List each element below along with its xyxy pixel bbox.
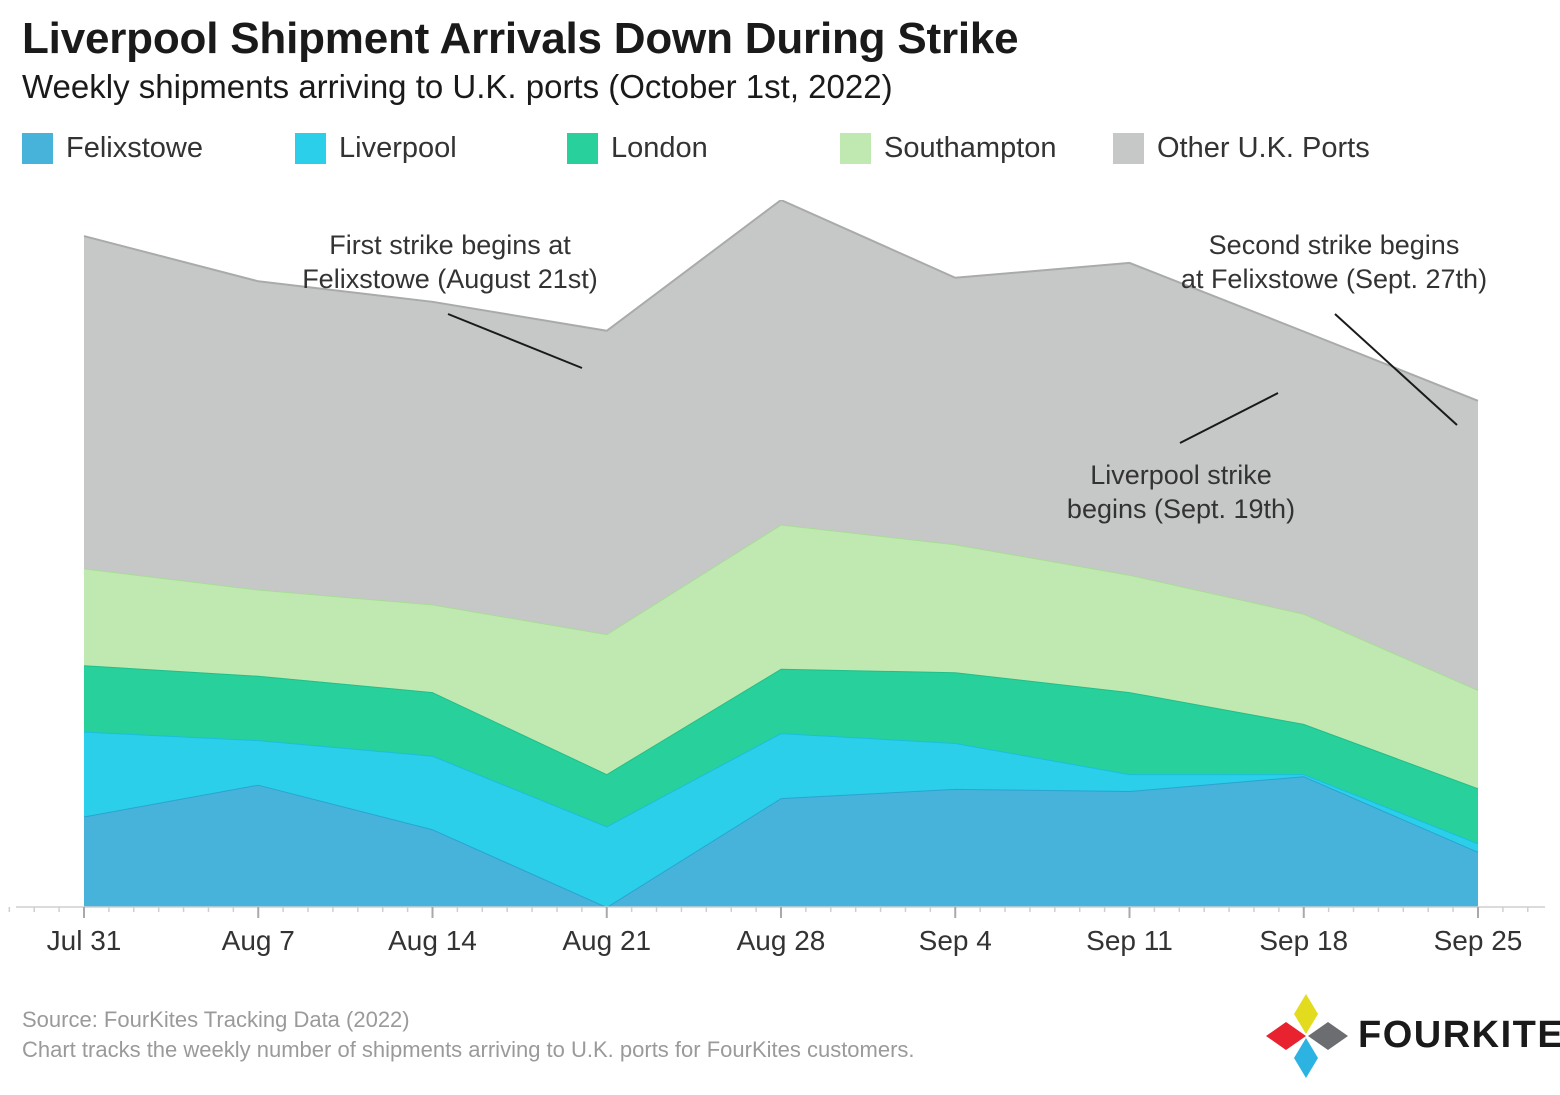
area-other-u-k-ports [84,200,1478,690]
x-tick-label: Aug 28 [737,925,826,956]
area-liverpool [84,731,1478,907]
legend-item-felixstowe: Felixstowe [22,132,203,165]
legend-swatch-felixstowe [22,133,53,164]
annotation-second-strike-line1: Second strike begins [1209,230,1460,260]
chart-title: Liverpool Shipment Arrivals Down During … [22,14,1019,63]
area-layers [83,200,1479,909]
x-tick-label: Sep 11 [1086,925,1173,956]
logo-kite-blue [1294,1038,1318,1078]
annotation-liverpool-strike-line2: begins (Sept. 19th) [1067,494,1295,524]
logo-kite-grey [1308,1022,1348,1050]
x-tick-label: Aug 7 [222,925,295,956]
legend: Felixstowe Liverpool London Southampton … [22,132,1522,172]
annotation-first-strike-line2: Felixstowe (August 21st) [302,264,598,294]
legend-swatch-london [567,133,598,164]
fourkites-logo-mark [1266,994,1348,1078]
logo-kite-yellow [1294,994,1318,1034]
annotations: First strike begins at Felixstowe (Augus… [302,230,1487,524]
legend-item-other: Other U.K. Ports [1113,132,1370,165]
legend-label-southampton: Southampton [884,132,1057,164]
annotation-second-strike-leader [1334,313,1458,426]
legend-label-felixstowe: Felixstowe [66,132,203,164]
x-axis-ticks [8,907,1529,918]
x-axis: Jul 31 Aug 7 Aug 14 Aug 21 Aug 28 Sep 4 Sep 11… [8,906,1545,956]
legend-label-london: London [611,132,708,164]
annotation-liverpool-strike-line1: Liverpool strike [1090,460,1272,490]
x-tick-label: Aug 14 [388,925,477,956]
annotation-second-strike-line2: at Felixstowe (Sept. 27th) [1181,264,1487,294]
fourkites-logo: FOURKITES [1262,992,1560,1082]
area-london [84,665,1478,844]
area-edge-other-u-k-ports [83,200,1479,402]
x-tick-label: Sep 18 [1259,925,1348,956]
annotation-first-strike-line1: First strike begins at [329,230,571,260]
logo-kite-red [1266,1022,1306,1050]
footer-note: Chart tracks the weekly number of shipme… [22,1037,915,1062]
x-tick-label: Sep 4 [919,925,992,956]
legend-label-liverpool: Liverpool [339,132,457,164]
x-axis-tick-labels: Jul 31 Aug 7 Aug 14 Aug 21 Aug 28 Sep 4 Sep 11… [47,925,1523,956]
stacked-area-chart: Jul 31 Aug 7 Aug 14 Aug 21 Aug 28 Sep 4 Sep 11… [8,200,1545,956]
chart-subtitle: Weekly shipments arriving to U.K. ports … [22,68,893,105]
annotation-liverpool-strike-leader [1179,392,1279,444]
annotation-first-strike-leader [447,313,583,369]
x-tick-label: Jul 31 [47,925,122,956]
legend-label-other: Other U.K. Ports [1157,132,1370,164]
legend-swatch-other [1113,133,1144,164]
area-felixstowe [84,776,1478,907]
legend-item-liverpool: Liverpool [295,132,457,165]
area-southampton [84,524,1478,789]
fourkites-logo-text: FOURKITES [1358,1014,1560,1056]
legend-item-southampton: Southampton [840,132,1057,165]
x-tick-label: Sep 25 [1434,925,1523,956]
legend-swatch-southampton [840,133,871,164]
x-tick-label: Aug 21 [562,925,651,956]
footer-source: Source: FourKites Tracking Data (2022) [22,1007,410,1032]
legend-item-london: London [567,132,708,165]
legend-swatch-liverpool [295,133,326,164]
